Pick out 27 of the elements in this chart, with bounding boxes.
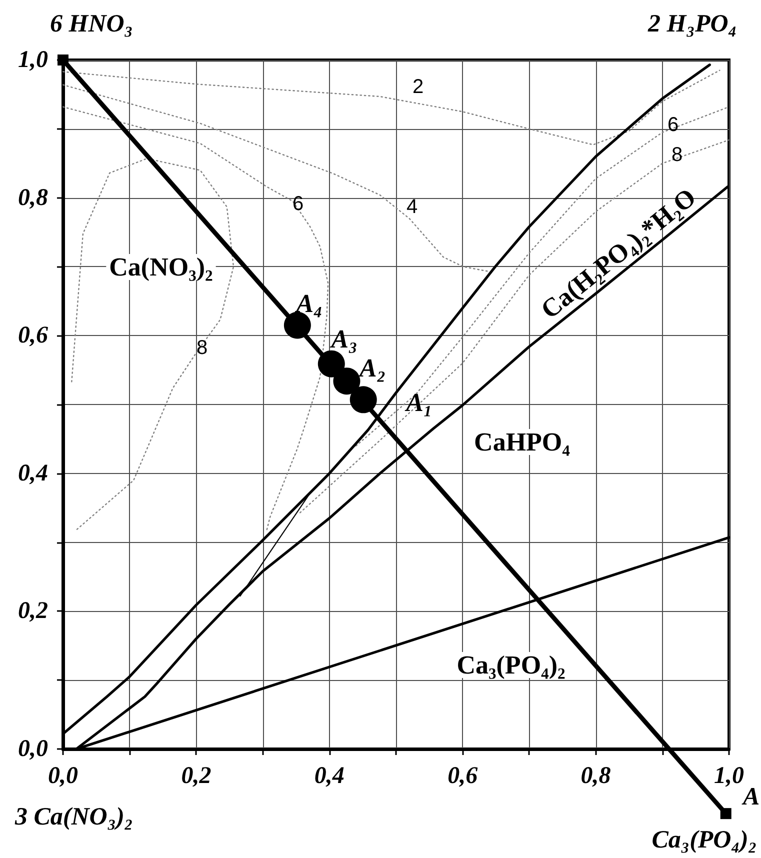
annotation: CaHPO₄ xyxy=(474,428,570,456)
y-tick-label: 0,8 xyxy=(18,184,48,211)
text: 6 HNO₃ xyxy=(50,10,134,38)
annotation: 6 xyxy=(292,193,304,215)
annotation: 4 xyxy=(406,196,418,218)
y-tick-label: 0,2 xyxy=(18,598,48,624)
text: Ca₃(PO₄)₂ xyxy=(652,826,757,854)
x-tick-label: 0,2 xyxy=(181,763,212,789)
annotation: 8 xyxy=(671,144,683,166)
y-tick-label: 0,4 xyxy=(18,460,48,486)
annotation: 2 xyxy=(412,76,424,98)
x-tick-label: 0,4 xyxy=(314,763,344,789)
y-tick-label: 0,0 xyxy=(18,736,48,762)
annotation: A₄ xyxy=(294,288,323,318)
text: 2 H₃PO₄ xyxy=(647,10,737,38)
x-tick-label: 0,0 xyxy=(48,763,78,789)
text: A xyxy=(741,784,760,810)
x-tick-label: 0,8 xyxy=(580,763,611,789)
y-tick-label: 1,0 xyxy=(18,47,48,73)
text: 3 Ca(NO₃)₂ xyxy=(14,804,134,830)
y-tick-label: 0,6 xyxy=(18,322,48,349)
annotation: 8 xyxy=(196,337,208,359)
annotation: Ca(NO₃)₂ xyxy=(109,252,214,282)
x-tick-label: 1,0 xyxy=(714,763,744,789)
annotation: Ca₃(PO₄)₂ xyxy=(456,650,566,680)
annotation: A₂ xyxy=(358,354,386,383)
x-tick-label: 0,6 xyxy=(448,763,478,789)
